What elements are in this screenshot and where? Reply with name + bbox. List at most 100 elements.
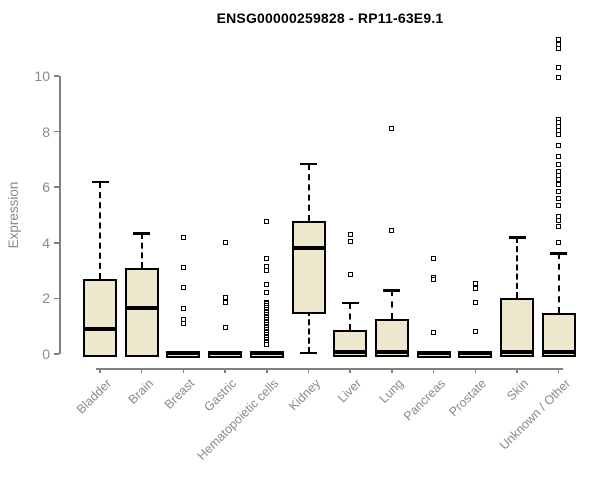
x-tick [432, 368, 435, 373]
outlier-point [264, 268, 270, 274]
median-line [374, 350, 409, 355]
x-tick [224, 368, 226, 373]
outlier-point [222, 325, 228, 331]
median-line [291, 246, 326, 251]
y-tick [54, 75, 59, 77]
whisker-cap-high [383, 289, 401, 292]
outlier-point [222, 294, 228, 300]
x-tick [516, 368, 518, 373]
y-tick-label: 2 [42, 290, 50, 307]
y-tick-label: 10 [34, 68, 50, 84]
outlier-point [556, 188, 562, 194]
x-tick [391, 368, 393, 373]
median-line [83, 326, 117, 331]
whisker-high [516, 237, 518, 299]
outlier-point [556, 240, 562, 246]
outlier-point [556, 202, 562, 208]
outlier-point [389, 126, 395, 132]
x-tick [474, 368, 477, 373]
outlier-point [347, 272, 353, 278]
y-tick-label: 0 [42, 346, 50, 362]
outlier-point [180, 265, 186, 271]
outlier-point [556, 218, 562, 224]
outlier-point [472, 285, 478, 291]
x-tick [99, 368, 101, 373]
y-tick-label: 6 [42, 179, 50, 196]
outlier-point [556, 162, 562, 168]
x-tick [140, 368, 143, 373]
whisker-high [99, 181, 101, 279]
box [124, 267, 159, 357]
outlier-point [431, 329, 437, 335]
chart-title: ENSG00000259828 - RP11-63E9.1 [216, 10, 444, 26]
median-line [333, 350, 368, 355]
y-tick [54, 353, 59, 355]
y-tick-label: 4 [42, 234, 50, 251]
y-axis-line [59, 76, 61, 354]
outlier-point [389, 227, 395, 233]
outlier-point [347, 231, 353, 237]
y-tick [54, 130, 59, 133]
outlier-point [556, 176, 562, 182]
outlier-point [472, 329, 478, 335]
whisker-cap-high [550, 252, 568, 255]
whisker-high [140, 233, 143, 268]
outlier-point [180, 284, 186, 290]
median-line [249, 351, 284, 356]
whisker-high [307, 163, 310, 221]
whisker-cap-high [300, 162, 317, 166]
whisker-cap-high [91, 180, 109, 184]
median-line [208, 351, 243, 356]
whisker-cap-high [133, 232, 151, 235]
y-tick [54, 242, 59, 244]
outlier-point [222, 240, 228, 246]
y-tick [54, 297, 59, 300]
x-axis-line [96, 368, 563, 370]
median-line [124, 306, 159, 311]
outlier-point [556, 181, 562, 187]
x-tick [182, 368, 185, 373]
median-line [541, 350, 576, 355]
whisker-high [349, 302, 352, 330]
box [83, 278, 117, 357]
x-tick [307, 368, 310, 373]
outlier-point [556, 153, 562, 159]
outlier-point [556, 45, 562, 51]
outlier-point [472, 280, 478, 286]
outlier-point [264, 290, 270, 296]
outlier-point [556, 74, 562, 80]
outlier-point [556, 65, 562, 71]
outlier-point [347, 238, 353, 244]
whisker-cap-low [300, 351, 317, 355]
median-line [458, 351, 493, 356]
whisker-high [557, 253, 560, 314]
outlier-point [264, 219, 270, 225]
x-tick [266, 368, 268, 373]
median-line [166, 351, 201, 356]
whisker-low [307, 309, 310, 353]
outlier-point [556, 195, 562, 201]
outlier-point [264, 282, 270, 287]
outlier-point [431, 276, 437, 282]
outlier-point [556, 143, 562, 148]
x-tick [349, 368, 351, 373]
outlier-point [431, 255, 437, 261]
whisker-high [390, 290, 393, 319]
whisker-cap-high [508, 236, 526, 239]
outlier-point [180, 305, 186, 311]
median-line [500, 350, 534, 355]
outlier-point [472, 300, 478, 306]
box [500, 298, 534, 358]
whisker-cap-high [341, 301, 359, 305]
outlier-point [264, 255, 270, 261]
outlier-point [180, 234, 186, 240]
outlier-point [222, 300, 228, 306]
outlier-point [556, 131, 562, 137]
x-tick [557, 368, 560, 373]
outlier-point [264, 342, 270, 348]
box [291, 220, 326, 314]
y-tick [54, 186, 59, 188]
box [541, 313, 576, 358]
